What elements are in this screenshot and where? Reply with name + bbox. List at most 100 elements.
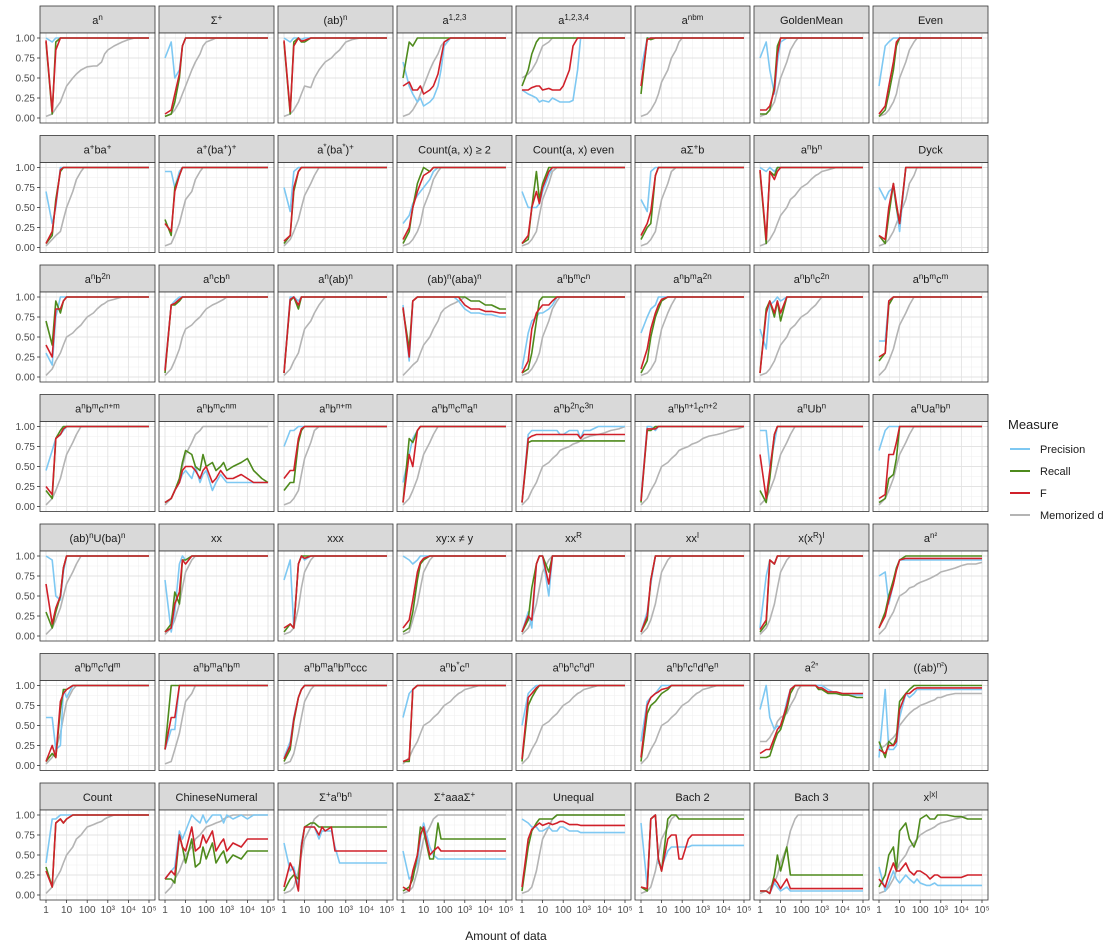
y-tick-label: 1.00 (16, 293, 36, 304)
facet-strip (515, 523, 632, 552)
facet-title-part: b (678, 404, 684, 416)
facet-strip (634, 5, 751, 34)
series-line-memorized (759, 814, 863, 895)
facet-panel: Unequal 1 10 100 10³ 10⁴ 10⁵ (515, 782, 633, 916)
facet-title-superscript: n (803, 401, 807, 410)
facet-title-superscript: n (223, 660, 227, 669)
series-line-f (402, 425, 506, 503)
facet-strip (39, 135, 156, 163)
facet-title-superscript: m (92, 401, 99, 410)
facet-strip (634, 264, 751, 293)
x-tick-label: 10 (299, 905, 311, 916)
panel-border (872, 550, 989, 642)
x-tick-label: 100 (555, 905, 572, 916)
series-line-f (640, 166, 744, 236)
y-tick-label: 0.50 (16, 333, 36, 344)
series-line-f (521, 296, 625, 374)
facet-title-part: a (801, 145, 808, 157)
facet-title-part: b (567, 274, 573, 286)
facet-title-part: b (684, 274, 690, 286)
series-line-f (759, 555, 863, 631)
facet-title-part: a (318, 274, 325, 286)
facet-title-superscript: n+1 (685, 401, 699, 410)
facet-panel: anUbn (753, 394, 870, 512)
facet-title-part: a (443, 15, 450, 27)
facet-title: Count (83, 792, 112, 804)
x-tick-label: 10 (537, 905, 549, 916)
facet-title: anbnc2n (794, 272, 830, 287)
panel-border (753, 550, 870, 642)
facet-title-superscript: n² (930, 531, 937, 540)
facet-title-superscript: n (447, 272, 451, 281)
x-tick-label: 100 (317, 905, 334, 916)
series-line-f (878, 862, 982, 888)
facet-title-superscript: n (103, 660, 107, 669)
facet-title-part: a (797, 404, 804, 416)
facet-strip (515, 394, 632, 422)
panel-border (634, 809, 751, 901)
facet-title-superscript: n (446, 660, 450, 669)
facet-title-part: a (197, 145, 204, 157)
facet-title-part: a (553, 663, 560, 675)
facet-panel: x|x| 1 10 100 10³ 10⁴ 10⁵ (872, 782, 990, 916)
legend-label: Memorized d (1040, 510, 1104, 522)
y-tick-label: 0.50 (16, 74, 36, 85)
facet-panel: Count 0.00 0.25 0.50 0.75 1.00 1 10 100 10³ 10⁴ 10⁵ (16, 782, 157, 916)
facet-title: anb2nc3n (553, 401, 593, 416)
facet-title-part: Even (918, 15, 943, 27)
facet-title-part: b (812, 145, 818, 157)
facet-strip (634, 653, 751, 681)
facet-title-superscript: m (929, 272, 936, 281)
series-line-recall (760, 846, 863, 895)
facet-panel: aΣ+b (634, 135, 751, 253)
series-line-f (759, 296, 863, 374)
facet-panels: an0.000.250.500.751.00Σ+ (ab)n a1,2,3 a1,2,… (16, 5, 990, 916)
facet-title-part: a (553, 404, 560, 416)
facet-title: anbncndn (553, 660, 595, 675)
facet-title-part: b (563, 663, 569, 675)
series-line-f (164, 465, 268, 504)
x-tick-label: 10⁵ (260, 905, 275, 916)
facet-title-superscript: m (91, 660, 98, 669)
facet-title-superscript: n+m (104, 401, 120, 410)
series-line-recall (878, 814, 982, 888)
facet-title-superscript: n² (937, 660, 944, 669)
y-tick-label: 0.75 (16, 183, 36, 194)
facet-title-superscript: n (225, 272, 229, 281)
x-tick-label: 10³ (934, 905, 949, 916)
facet-title-superscript: n (477, 272, 481, 281)
facet-title-part: ) (944, 663, 948, 675)
series-line-f (521, 820, 625, 888)
facet-panel: Dyck (872, 135, 989, 253)
x-tick-label: 10 (894, 905, 906, 916)
panel-border (634, 32, 751, 124)
facet-title-superscript: n (704, 660, 708, 669)
facet-strip (753, 135, 870, 163)
panel-border (753, 32, 870, 124)
facet-title-part: a (666, 663, 673, 675)
y-tick-label: 0.25 (16, 94, 36, 105)
facet-title-part: a (84, 145, 91, 157)
x-tick-label: 10⁵ (498, 905, 513, 916)
facet-panel: Σ+aaaΣ+1 10 100 10³ 10⁴ 10⁵ (396, 782, 514, 916)
facet-title-part: xx (565, 533, 577, 545)
facet-strip (396, 394, 513, 422)
facet-title-superscript: 1,2,3,4 (564, 13, 589, 22)
facet-strip (39, 5, 156, 34)
facet-title-superscript: + (107, 142, 112, 151)
series-line-memorized (402, 296, 506, 376)
facet-strip (158, 5, 275, 34)
series-line-f (45, 555, 149, 625)
facet-title-part: GoldenMean (780, 15, 843, 27)
facet-panel: anbmanbmccc (277, 653, 394, 771)
series-line-f (759, 684, 863, 755)
panel-border (515, 421, 632, 512)
series-line-precision (878, 866, 982, 892)
facet-title: xy:x ≠ y (436, 533, 474, 545)
panel-border (634, 550, 751, 642)
facet-panel: an² (872, 523, 989, 642)
x-tick-label: 10 (775, 905, 787, 916)
facet-panel: anb*cn (396, 653, 513, 771)
facet-title-part: (ba (207, 145, 224, 157)
x-tick-label: 10³ (815, 905, 830, 916)
